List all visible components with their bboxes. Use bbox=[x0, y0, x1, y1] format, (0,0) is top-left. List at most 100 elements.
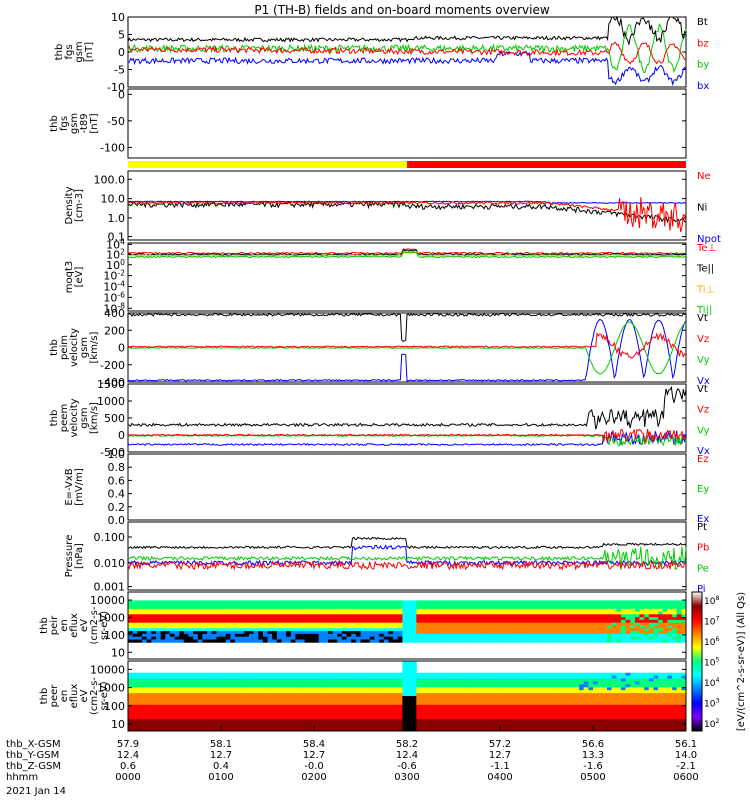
spectrogram-cell bbox=[351, 701, 357, 706]
spectrogram-cell bbox=[500, 633, 506, 638]
spectrogram-cell bbox=[337, 622, 343, 626]
spectrogram-cell bbox=[300, 687, 306, 691]
spectrogram-cell bbox=[421, 701, 427, 706]
spectrogram-cell bbox=[346, 633, 352, 638]
spectrogram-cell bbox=[411, 690, 417, 694]
spectrogram-cell bbox=[309, 672, 315, 676]
spectrogram-cell bbox=[314, 696, 320, 700]
spectrogram-cell bbox=[295, 701, 301, 706]
spectrogram-cell bbox=[639, 698, 645, 703]
y-tick-label: -5 bbox=[114, 64, 125, 77]
spectrogram-cell bbox=[490, 628, 496, 632]
spectrogram-cell bbox=[258, 619, 264, 624]
spectrogram-cell bbox=[653, 617, 659, 621]
spectrogram-cell bbox=[169, 722, 175, 726]
y-axis-label-line: thb bbox=[39, 688, 50, 705]
spectrogram-cell bbox=[402, 707, 408, 711]
spectrogram-cell bbox=[253, 707, 259, 711]
spectrogram-cell bbox=[439, 713, 445, 717]
spectrogram-cell bbox=[155, 636, 161, 640]
spectrogram-cell bbox=[244, 639, 250, 643]
spectrogram-cell bbox=[407, 669, 413, 674]
spectrogram-cell bbox=[616, 600, 622, 604]
spectrogram-cell bbox=[221, 622, 227, 626]
spectrogram-cell bbox=[141, 606, 147, 610]
spectrogram-cell bbox=[365, 628, 371, 632]
spectrogram-cell bbox=[397, 603, 403, 607]
spectrogram-cell bbox=[341, 628, 347, 632]
spectrogram-cell bbox=[276, 716, 282, 720]
spectrogram-cell bbox=[374, 687, 380, 691]
spectrogram-cell bbox=[300, 725, 306, 729]
spectrogram-cell bbox=[225, 614, 231, 618]
spectrogram-cell bbox=[472, 728, 478, 732]
spectrogram-cell bbox=[574, 707, 580, 711]
spectrogram-cell bbox=[421, 722, 427, 726]
spectrogram-cell bbox=[202, 633, 208, 638]
spectrogram-cell bbox=[602, 628, 608, 632]
spectrogram-cell bbox=[579, 678, 585, 682]
spectrogram-cell bbox=[290, 675, 296, 679]
spectrogram-cell bbox=[518, 704, 524, 709]
spectrogram-cell bbox=[527, 631, 533, 635]
spectrogram-cell bbox=[620, 678, 626, 682]
spectrogram-cell bbox=[434, 608, 440, 612]
spectrogram-cell bbox=[620, 684, 626, 688]
spectrogram-cell bbox=[504, 728, 510, 732]
spectrogram-cell bbox=[667, 719, 673, 723]
spectrogram-cell bbox=[314, 619, 320, 624]
spectrogram-cell bbox=[318, 722, 324, 726]
spectrogram-cell bbox=[620, 719, 626, 723]
spectrogram-cell bbox=[597, 625, 603, 629]
spectrogram-cell bbox=[309, 722, 315, 726]
spectrogram-cell bbox=[490, 631, 496, 635]
spectrogram-cell bbox=[295, 606, 301, 610]
spectrogram-cell bbox=[309, 698, 315, 703]
spectrogram-cell bbox=[476, 716, 482, 720]
spectrogram-cell bbox=[593, 681, 599, 685]
spectrogram-cell bbox=[500, 690, 506, 694]
spectrogram-cell bbox=[662, 725, 668, 729]
spectrogram-cell bbox=[230, 633, 236, 638]
spectrogram-cell bbox=[430, 722, 436, 726]
spectrogram-cell bbox=[546, 725, 552, 729]
spectrogram-cell bbox=[579, 687, 585, 691]
y-tick-label: 0 bbox=[118, 342, 125, 355]
spectrogram-cell bbox=[639, 681, 645, 685]
spectrogram-cell bbox=[221, 672, 227, 676]
spectrogram-cell bbox=[165, 713, 171, 717]
spectrogram-cell bbox=[672, 625, 678, 629]
spectrogram-cell bbox=[253, 713, 259, 717]
spectrogram-cell bbox=[281, 704, 287, 709]
spectrogram-cell bbox=[132, 716, 138, 720]
spectrogram-cell bbox=[393, 713, 399, 717]
spectrogram-cell bbox=[527, 600, 533, 604]
spectrogram-cell bbox=[341, 672, 347, 676]
spectrogram-cell bbox=[202, 600, 208, 604]
spectrogram-cell bbox=[272, 693, 278, 697]
spectrogram-cell bbox=[383, 707, 389, 711]
spectrogram-cell bbox=[569, 690, 575, 694]
spectrogram-cell bbox=[430, 710, 436, 714]
spectrogram-cell bbox=[644, 619, 650, 624]
spectrogram-cell bbox=[160, 719, 166, 723]
spectrogram-cell bbox=[504, 636, 510, 640]
spectrogram-cell bbox=[658, 716, 664, 720]
spectrogram-cell bbox=[476, 675, 482, 679]
spectrogram-cell bbox=[481, 608, 487, 612]
spectrogram-cell bbox=[518, 608, 524, 612]
spectrogram-cell bbox=[207, 719, 213, 723]
spectrogram-cell bbox=[523, 608, 529, 612]
spectrogram-cell bbox=[430, 600, 436, 604]
spectrogram-cell bbox=[653, 639, 659, 643]
spectrogram-cell bbox=[328, 614, 334, 618]
spectrogram-cell bbox=[658, 672, 664, 676]
spectrogram-cell bbox=[476, 690, 482, 694]
spectrogram-cell bbox=[276, 672, 282, 676]
spectrogram-cell bbox=[411, 631, 417, 635]
spectrogram-cell bbox=[476, 678, 482, 682]
spectrogram-cell bbox=[453, 696, 459, 700]
spectrogram-cell bbox=[425, 696, 431, 700]
spectrogram-cell bbox=[328, 704, 334, 709]
spectrogram-cell bbox=[611, 617, 617, 621]
